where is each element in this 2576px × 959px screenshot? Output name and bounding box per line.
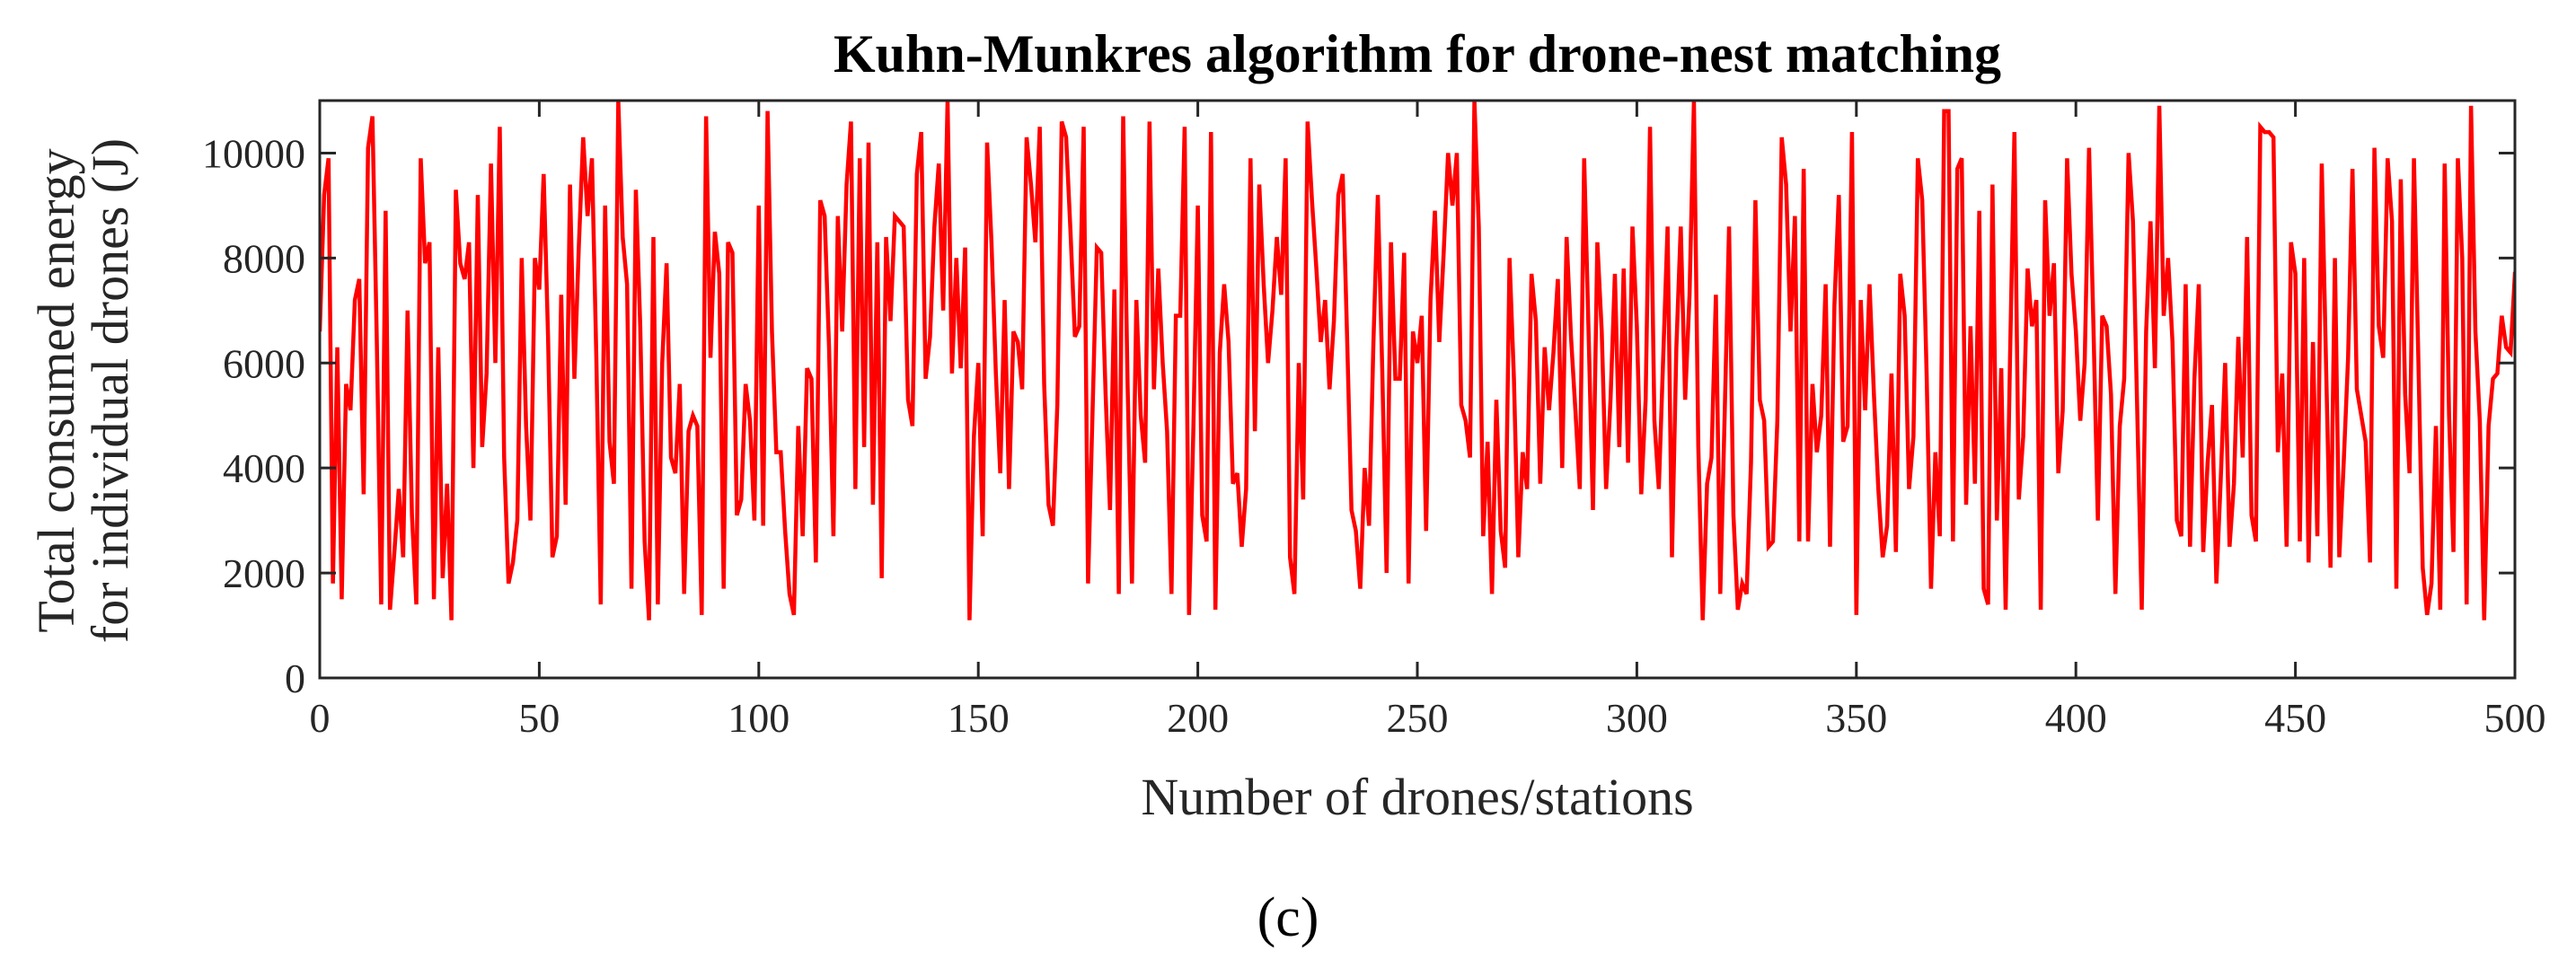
y-tick-label: 10000 [202, 130, 305, 176]
y-axis-label-line-1: Total consumed energy [27, 148, 85, 632]
x-tick-label: 150 [948, 695, 1010, 741]
figure-caption: (c) [1257, 887, 1319, 948]
x-tick-label: 500 [2484, 695, 2546, 741]
x-tick-label: 100 [728, 695, 790, 741]
y-tick-label: 8000 [223, 235, 305, 281]
y-axis-label: Total consumed energy for individual dro… [27, 138, 139, 643]
x-tick-label: 300 [1606, 695, 1668, 741]
plot-frame [318, 99, 2517, 680]
series-line [320, 101, 2515, 620]
y-tick-label: 0 [285, 655, 305, 701]
chart-title: Kuhn-Munkres algorithm for drone-nest ma… [834, 24, 2001, 84]
x-axis-label: Number of drones/stations [1141, 768, 1693, 826]
x-tick-label: 200 [1167, 695, 1229, 741]
x-tick-label: 0 [310, 695, 331, 741]
x-tick-label: 450 [2264, 695, 2326, 741]
x-tick-label: 50 [518, 695, 560, 741]
data-layer [320, 101, 2515, 620]
y-tick-label: 4000 [223, 445, 305, 491]
y-tick-label: 6000 [223, 340, 305, 386]
x-tick-label: 250 [1387, 695, 1449, 741]
x-tick-label: 400 [2045, 695, 2107, 741]
tick-layer: 0 50 100 150 200 250 300 350 400 450 500 0 2000 4000 6… [202, 101, 2546, 741]
x-tick-label: 350 [1825, 695, 1887, 741]
y-axis-label-line-2: for individual drones (J) [81, 138, 139, 643]
y-tick-label: 2000 [223, 550, 305, 596]
